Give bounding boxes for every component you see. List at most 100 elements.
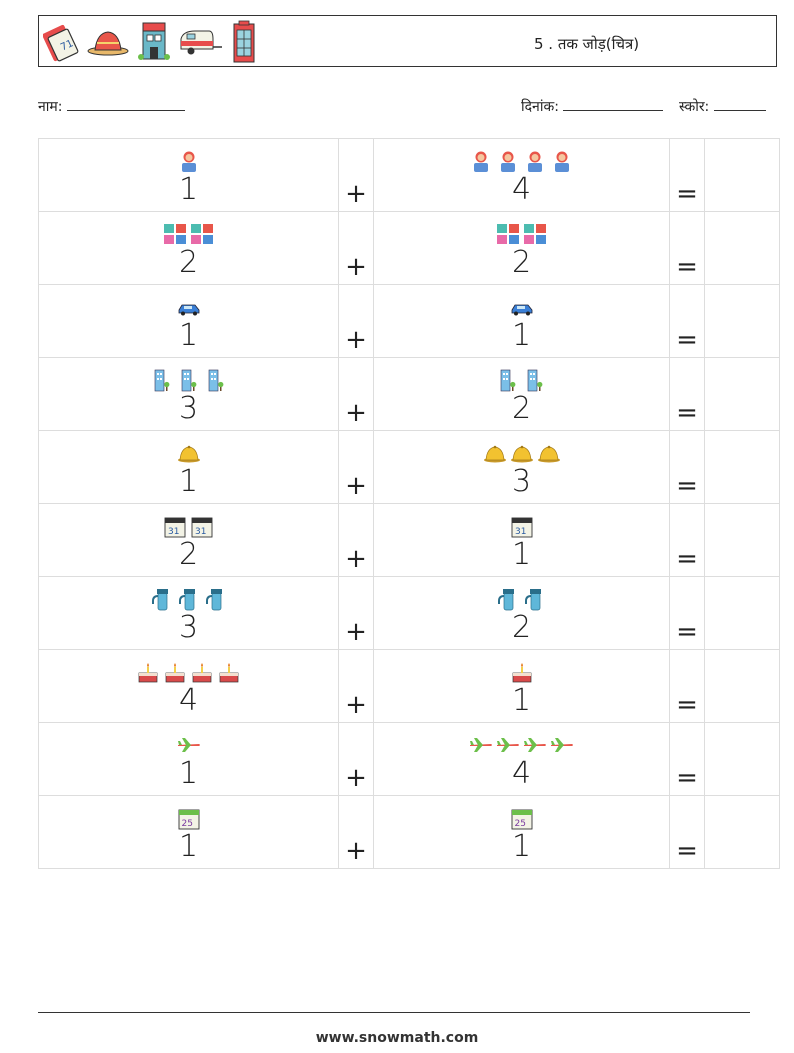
date-blank[interactable] bbox=[563, 96, 664, 111]
picture-group bbox=[374, 435, 669, 465]
left-operand: 2 bbox=[38, 211, 339, 285]
plus-sign: + bbox=[338, 503, 374, 577]
picture-group bbox=[39, 581, 338, 611]
left-operand: 31 31 2 bbox=[38, 503, 339, 577]
left-number: 3 bbox=[178, 391, 199, 426]
plus-sign: + bbox=[338, 284, 374, 358]
plus-sign: + bbox=[338, 576, 374, 650]
answer-box[interactable] bbox=[704, 576, 780, 650]
plus-sign: + bbox=[338, 211, 374, 285]
plus-sign: + bbox=[338, 795, 374, 869]
left-number: 1 bbox=[178, 318, 199, 353]
plus-sign: + bbox=[338, 138, 374, 212]
name-label: नाम: bbox=[38, 99, 63, 115]
buildings-icon bbox=[527, 369, 543, 392]
problem-row: 1 +1 = bbox=[38, 284, 780, 358]
calendar-31-icon: 31 bbox=[191, 517, 213, 538]
airplane-icon bbox=[177, 738, 200, 752]
answer-box[interactable] bbox=[704, 211, 780, 285]
picture-group bbox=[374, 581, 669, 611]
left-operand: 3 bbox=[38, 576, 339, 650]
letter-blocks-icon bbox=[164, 224, 186, 244]
car-icon bbox=[511, 304, 532, 316]
phone-booth-icon bbox=[233, 20, 255, 63]
answer-box[interactable] bbox=[704, 138, 780, 212]
right-operand: 1 bbox=[373, 649, 670, 723]
score-blank[interactable] bbox=[713, 96, 766, 111]
person-icon bbox=[474, 151, 488, 172]
calendar-25-icon: 25 bbox=[511, 809, 532, 830]
buildings-icon bbox=[154, 369, 169, 392]
right-operand: 31 1 bbox=[373, 503, 670, 577]
answer-box[interactable] bbox=[704, 357, 780, 431]
left-operand: 4 bbox=[38, 649, 339, 723]
right-operand: 4 bbox=[373, 722, 670, 796]
answer-box[interactable] bbox=[704, 649, 780, 723]
equals-sign: = bbox=[669, 576, 705, 650]
answer-box[interactable] bbox=[704, 795, 780, 869]
picture-group bbox=[374, 289, 669, 319]
picture-group bbox=[39, 435, 338, 465]
equals-sign: = bbox=[669, 722, 705, 796]
worksheet-title: 5 . तक जोड़(चित्र) bbox=[534, 35, 640, 53]
person-icon bbox=[528, 151, 542, 172]
picture-group bbox=[39, 654, 338, 684]
problem-row: 1 +4 = bbox=[38, 722, 780, 796]
left-number: 1 bbox=[178, 464, 199, 499]
right-operand: 2 bbox=[373, 576, 670, 650]
right-number: 1 bbox=[511, 318, 532, 353]
right-operand: 1 bbox=[373, 284, 670, 358]
problems-table: 1 +4 = 2 +2 = 1 +1 = 3 +2 = 1 +3 = 31 31 2 +31 1 = 3 +2 = 4 +1 = 1 +… bbox=[38, 138, 780, 869]
cake-icon bbox=[512, 663, 531, 683]
name-blank[interactable] bbox=[66, 96, 185, 111]
picture-group: 31 31 bbox=[39, 508, 338, 538]
picture-group bbox=[39, 143, 338, 173]
right-number: 2 bbox=[511, 610, 532, 645]
left-number: 1 bbox=[178, 756, 199, 791]
equals-sign: = bbox=[669, 284, 705, 358]
buildings-icon bbox=[181, 369, 196, 392]
dome-hat-icon bbox=[483, 445, 506, 463]
left-operand: 1 bbox=[38, 430, 339, 504]
cake-icon bbox=[138, 663, 158, 683]
date-label: दिनांक: bbox=[521, 99, 559, 115]
answer-box[interactable] bbox=[704, 430, 780, 504]
caravan-icon bbox=[180, 30, 222, 55]
picture-group bbox=[374, 362, 669, 392]
answer-box[interactable] bbox=[704, 722, 780, 796]
svg-text:31: 31 bbox=[195, 527, 206, 537]
left-number: 1 bbox=[178, 172, 199, 207]
picture-group bbox=[374, 143, 669, 173]
answer-box[interactable] bbox=[704, 284, 780, 358]
equals-sign: = bbox=[669, 795, 705, 869]
person-icon bbox=[501, 151, 515, 172]
answer-box[interactable] bbox=[704, 503, 780, 577]
svg-text:25: 25 bbox=[514, 819, 525, 829]
letter-blocks-icon bbox=[191, 224, 213, 244]
calendar-25-icon: 25 bbox=[178, 809, 199, 830]
thermos-icon bbox=[205, 589, 222, 611]
right-number: 1 bbox=[511, 537, 532, 572]
cake-icon bbox=[165, 663, 185, 683]
problem-row: 1 +4 = bbox=[38, 138, 780, 212]
svg-text:71: 71 bbox=[59, 38, 75, 53]
left-number: 2 bbox=[178, 245, 199, 280]
picture-group bbox=[374, 216, 669, 246]
problem-row: 31 31 2 +31 1 = bbox=[38, 503, 780, 577]
svg-text:25: 25 bbox=[181, 819, 192, 829]
calendar-31-icon: 31 bbox=[164, 517, 186, 538]
left-operand: 25 1 bbox=[38, 795, 339, 869]
worksheet-header: 71 bbox=[38, 15, 777, 67]
right-operand: 3 bbox=[373, 430, 670, 504]
right-number: 2 bbox=[511, 391, 532, 426]
right-number: 1 bbox=[511, 829, 532, 864]
svg-text:31: 31 bbox=[515, 527, 526, 537]
buildings-icon bbox=[500, 369, 516, 392]
right-number: 4 bbox=[511, 172, 532, 207]
equals-sign: = bbox=[669, 649, 705, 723]
problem-row: 4 +1 = bbox=[38, 649, 780, 723]
right-operand: 2 bbox=[373, 357, 670, 431]
plus-sign: + bbox=[338, 649, 374, 723]
score-label: स्कोर: bbox=[679, 99, 710, 115]
thermos-icon bbox=[498, 589, 514, 611]
